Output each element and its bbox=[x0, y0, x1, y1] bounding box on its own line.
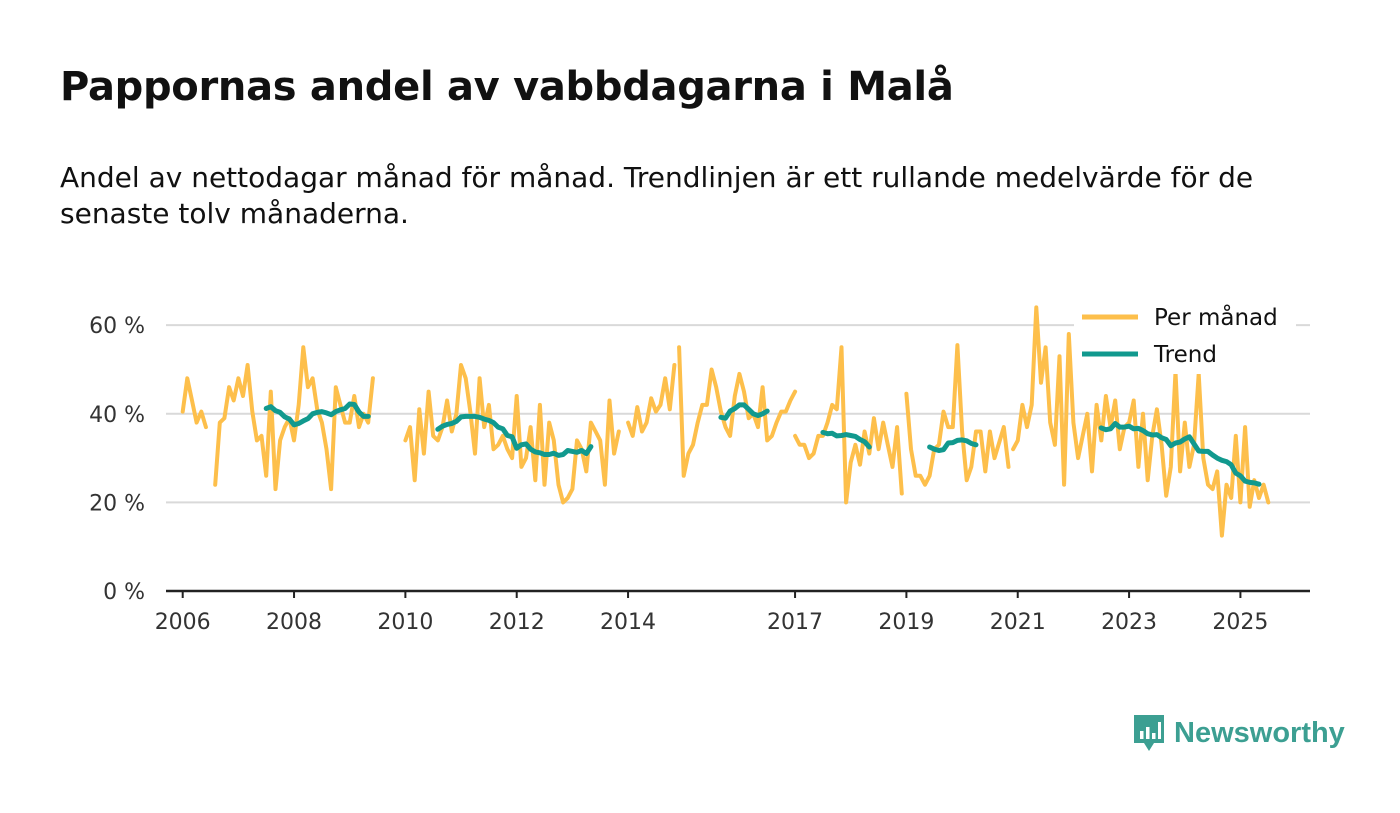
line-trend-segment bbox=[718, 402, 770, 421]
line-trend-segment bbox=[1098, 421, 1262, 487]
line-per-manad-segment bbox=[403, 363, 621, 505]
series-trend bbox=[263, 401, 1262, 487]
line-trend-segment bbox=[820, 429, 872, 450]
line-trend-segment bbox=[927, 437, 979, 453]
line-per-manad-segment bbox=[793, 345, 904, 505]
y-tick-label: 20 % bbox=[89, 491, 145, 516]
line-trend-segment bbox=[435, 413, 594, 458]
chart-subtitle: Andel av nettodagar månad för månad. Tre… bbox=[60, 161, 1254, 230]
x-tick-label: 2017 bbox=[767, 610, 823, 635]
legend: Per månad Trend bbox=[1074, 296, 1296, 374]
line-trend-segment bbox=[263, 401, 371, 428]
line-per-manad-segment bbox=[904, 343, 1011, 487]
line-per-manad-segment bbox=[1011, 305, 1271, 538]
x-tick-label: 2012 bbox=[489, 610, 545, 635]
x-tick-label: 2019 bbox=[878, 610, 934, 635]
brand-name: Newsworthy bbox=[1174, 716, 1345, 749]
line-per-manad-segment bbox=[213, 345, 375, 492]
chart-title: Pappornas andel av vabbdagarna i Malå bbox=[60, 64, 954, 110]
axes: 0 % 20 % 40 % 60 % 2006 2008 2010 2012 2014 2017 2… bbox=[89, 314, 1310, 635]
legend-background bbox=[1074, 296, 1296, 374]
x-tick-label: 2008 bbox=[266, 610, 322, 635]
x-tick-label: 2025 bbox=[1212, 610, 1268, 635]
newsworthy-logo[interactable]: Newsworthy bbox=[1132, 712, 1345, 754]
legend-label-trend: Trend bbox=[1153, 342, 1217, 368]
x-tick-label: 2010 bbox=[377, 610, 433, 635]
legend-label-per-manad: Per månad bbox=[1154, 303, 1278, 331]
y-tick-label: 40 % bbox=[89, 403, 145, 428]
y-tick-label: 0 % bbox=[103, 580, 145, 605]
series-per-manad bbox=[180, 305, 1271, 538]
y-tick-label: 60 % bbox=[89, 314, 145, 339]
x-tick-label: 2023 bbox=[1101, 610, 1157, 635]
line-per-manad-segment bbox=[677, 345, 798, 478]
newsworthy-logo-icon bbox=[1134, 715, 1164, 751]
x-tick-label: 2006 bbox=[155, 610, 211, 635]
x-tick-label: 2021 bbox=[990, 610, 1046, 635]
line-per-manad-segment bbox=[626, 363, 677, 438]
line-per-manad-segment bbox=[180, 376, 208, 430]
x-tick-label: 2014 bbox=[600, 610, 656, 635]
